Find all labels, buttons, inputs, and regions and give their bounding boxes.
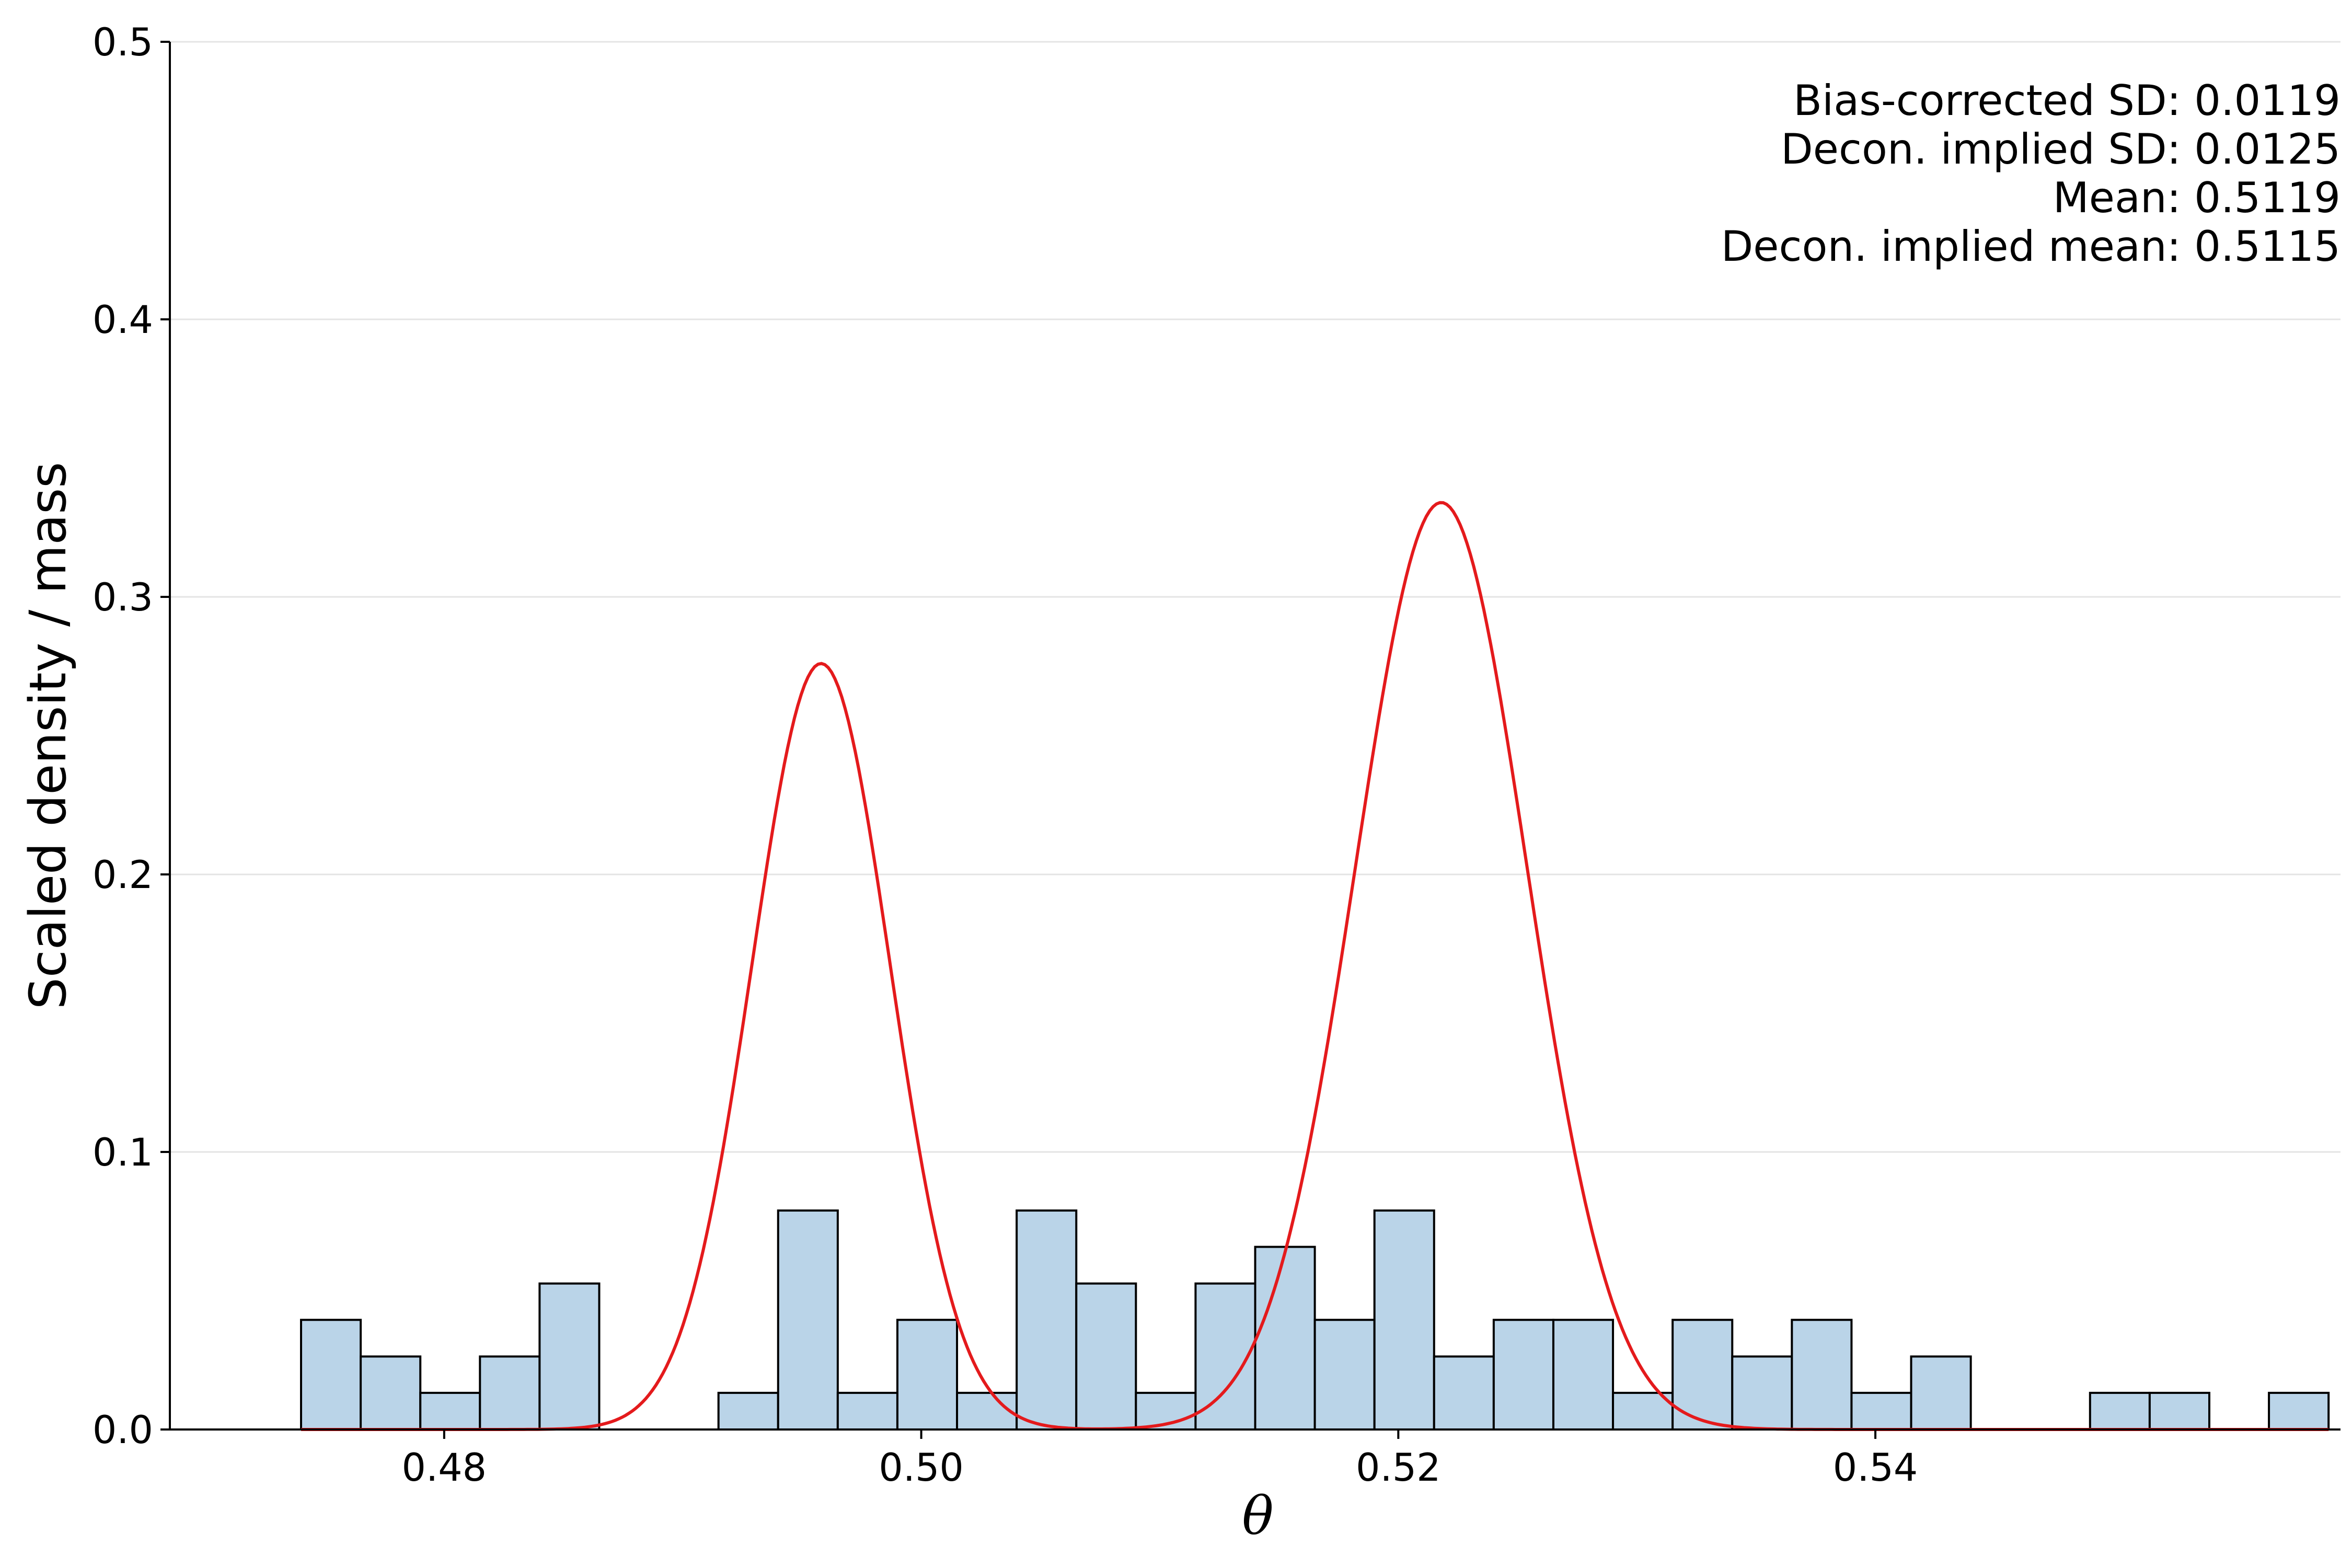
x-tick-label-2: 0.52 — [1356, 1446, 1441, 1490]
annotation-line-2: Mean: 0.5119 — [2053, 174, 2341, 222]
y-tick-label-5: 0.5 — [93, 20, 153, 65]
histogram-bar-4 — [538, 1282, 601, 1431]
x-tick-label-3: 0.54 — [1833, 1446, 1918, 1490]
y-tick-label-3: 0.3 — [93, 575, 153, 620]
y-axis-label: Scaled density / mass — [19, 462, 77, 1009]
histogram-bar-27 — [1910, 1355, 1972, 1431]
histogram-bar-10 — [896, 1319, 959, 1431]
x-tick-label-0: 0.48 — [402, 1446, 487, 1490]
annotation-line-0: Bias-corrected SD: 0.0119 — [1793, 76, 2341, 125]
histogram-bar-7 — [717, 1391, 779, 1431]
histogram-bar-20 — [1492, 1319, 1554, 1431]
histogram-bar-13 — [1075, 1282, 1137, 1431]
histogram-bar-18 — [1373, 1209, 1435, 1431]
histogram-bar-23 — [1671, 1319, 1734, 1431]
y-ticks: 0.0 0.1 0.2 0.3 0.4 0.5 — [93, 20, 170, 1452]
histogram-bars — [300, 1209, 2330, 1431]
histogram-bar-31 — [2148, 1391, 2210, 1431]
x-axis-label: θ — [1242, 1485, 1273, 1547]
histogram-bar-21 — [1552, 1319, 1615, 1431]
histogram-bar-8 — [777, 1209, 839, 1431]
histogram-bar-25 — [1791, 1319, 1853, 1431]
y-tick-label-0: 0.0 — [93, 1408, 153, 1452]
histogram-bar-1 — [360, 1355, 422, 1431]
gridlines — [170, 41, 2341, 1153]
histogram-bar-24 — [1731, 1355, 1793, 1431]
histogram-bar-15 — [1194, 1282, 1256, 1431]
histogram-bar-9 — [836, 1391, 898, 1431]
histogram-bar-33 — [2268, 1391, 2330, 1431]
histogram-bar-12 — [1016, 1209, 1078, 1431]
annotation-line-3: Decon. implied mean: 0.5115 — [1721, 222, 2341, 271]
x-tick-label-1: 0.50 — [879, 1446, 964, 1490]
histogram-bar-30 — [2089, 1391, 2151, 1431]
histogram-bar-17 — [1313, 1319, 1376, 1431]
histogram-bar-3 — [479, 1355, 541, 1431]
histogram-bar-16 — [1254, 1246, 1316, 1431]
histogram-bar-26 — [1850, 1391, 1912, 1431]
y-tick-label-2: 0.2 — [93, 853, 153, 897]
annotation-line-1: Decon. implied SD: 0.0125 — [1781, 125, 2341, 174]
y-tick-label-4: 0.4 — [93, 298, 153, 342]
y-tick-label-1: 0.1 — [93, 1131, 153, 1175]
histogram-bar-0 — [300, 1319, 362, 1431]
histogram-bar-19 — [1433, 1355, 1495, 1431]
x-ticks: 0.48 0.50 0.52 0.54 — [402, 1429, 1918, 1490]
histogram-bar-2 — [419, 1391, 481, 1431]
